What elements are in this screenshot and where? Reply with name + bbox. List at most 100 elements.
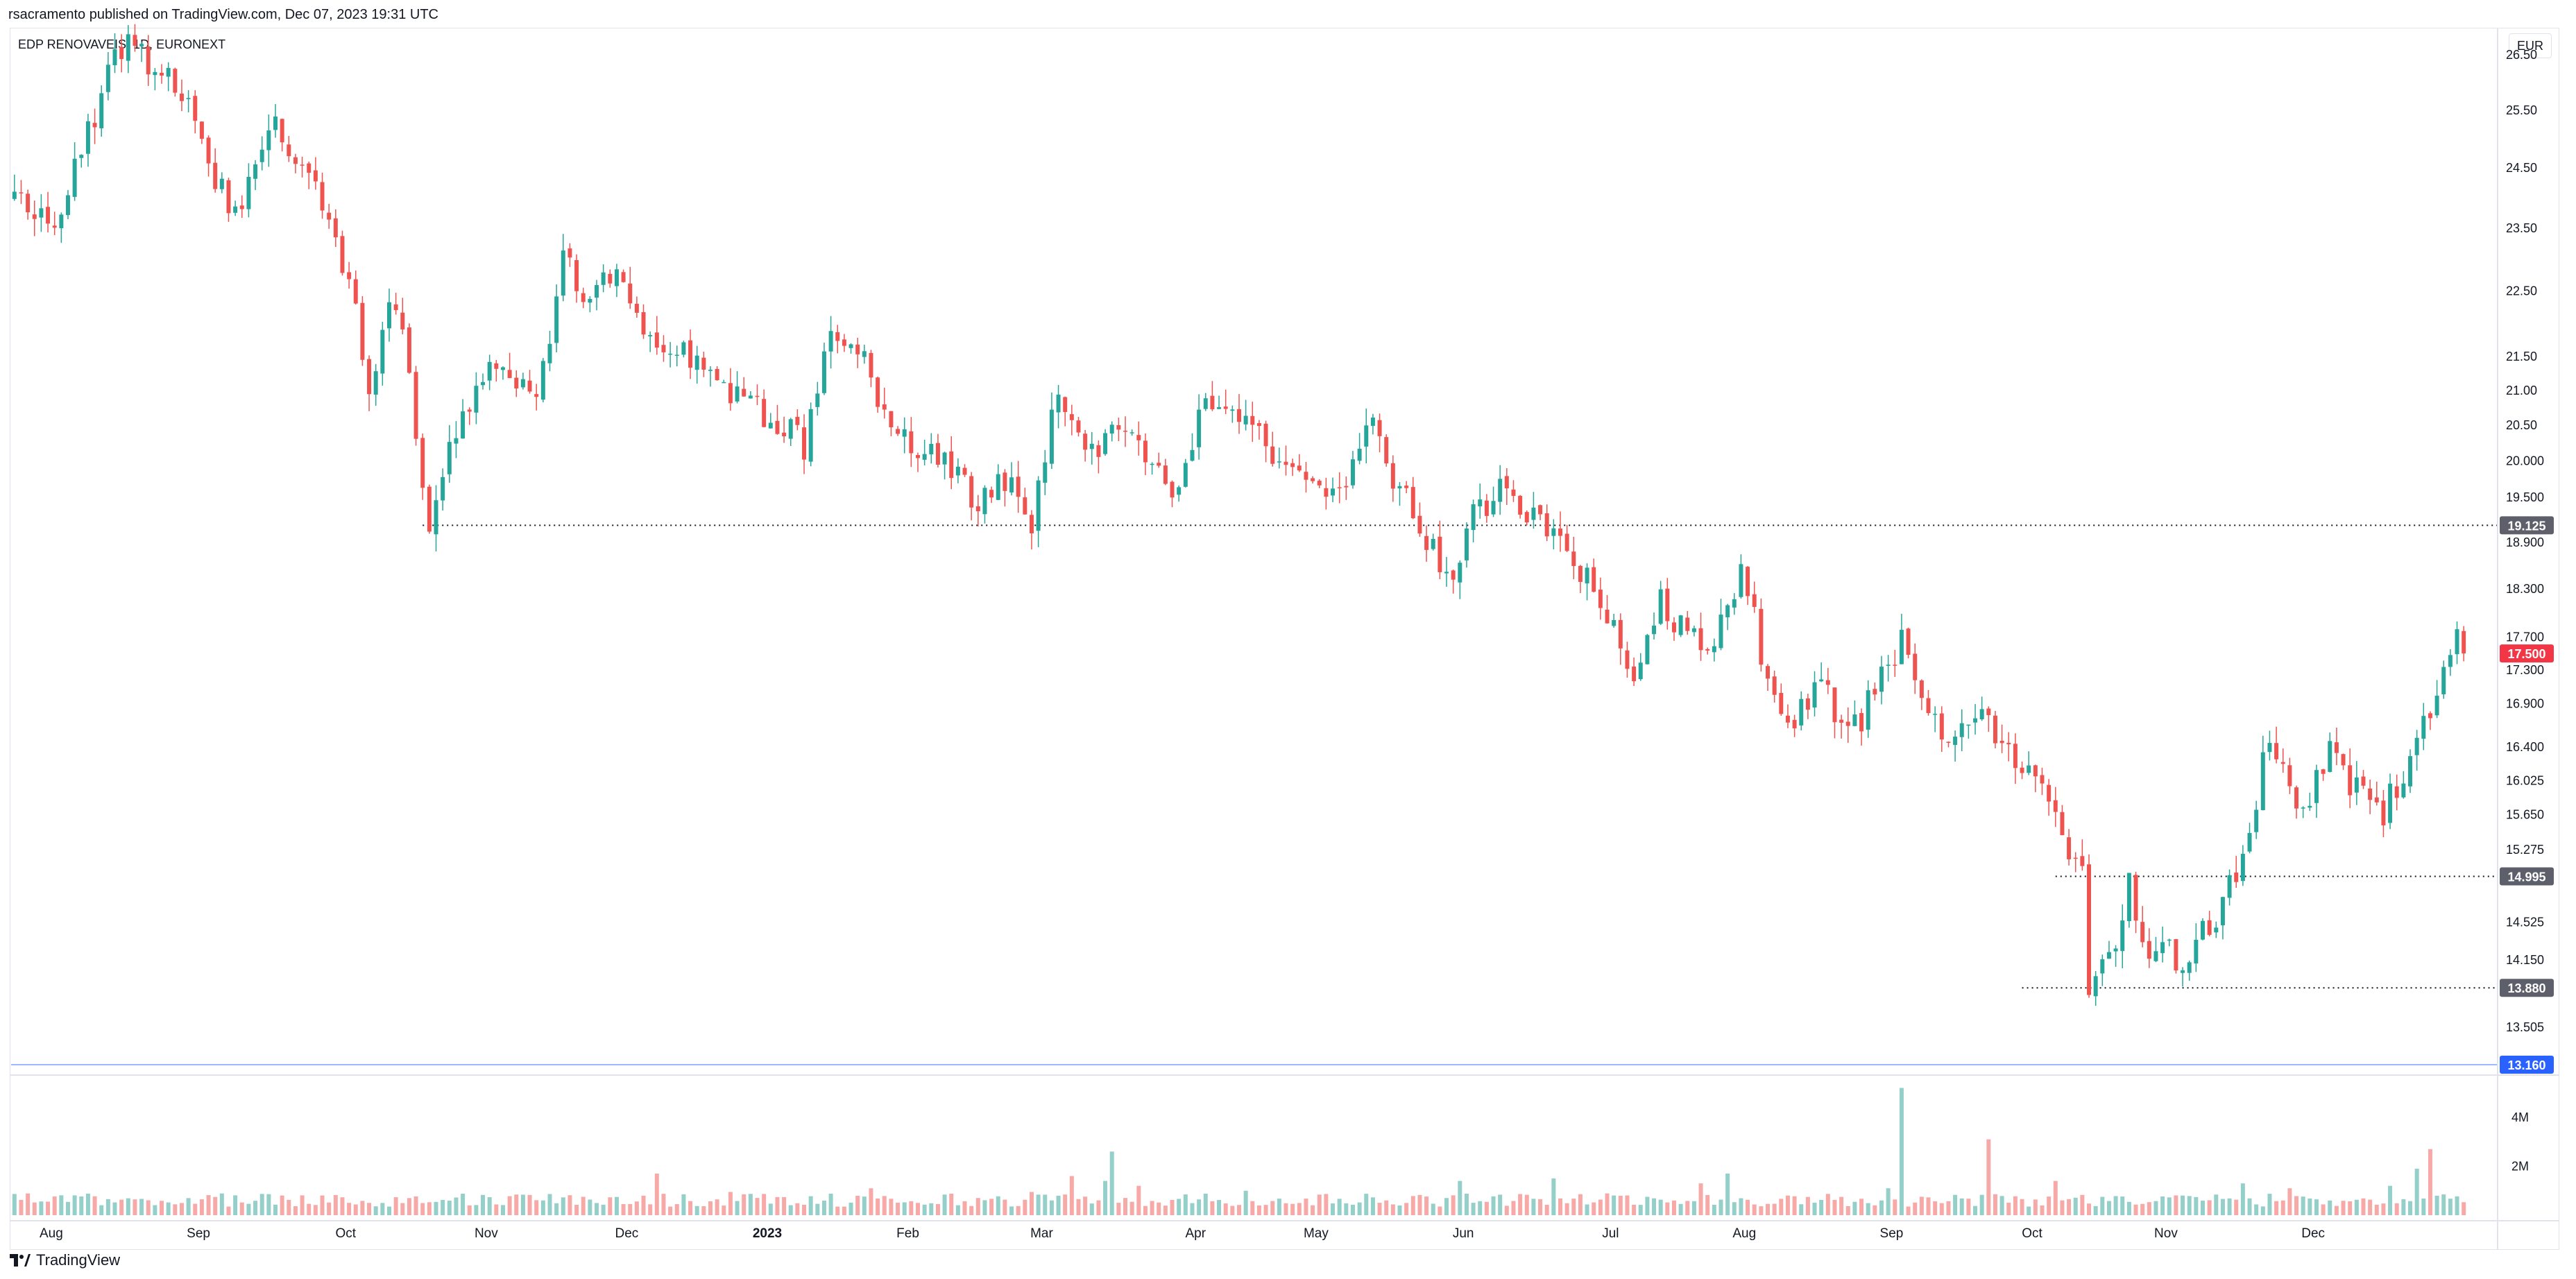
candle-body [2227,875,2232,898]
volume-bar [547,1194,552,1215]
volume-bar [2207,1200,2212,1215]
candle-body [742,388,747,397]
candle-body [520,379,525,388]
candle-body [1123,430,1128,432]
volume-bar [413,1196,418,1215]
candle-body [681,342,686,355]
time-tick-label: Nov [2154,1226,2178,1241]
candle-body [441,477,445,501]
volume-bar [1304,1199,1308,1215]
candle-body [1518,495,1523,515]
candle-body [39,208,44,218]
candle-body [2160,942,2165,954]
price-tags: 19.125 14.995 13.880 17.500 13.160 [2500,516,2554,1074]
volume-bar [2160,1196,2165,1215]
candle-body [1223,406,1228,409]
candle-body [139,44,144,46]
volume-bar [1524,1194,1529,1215]
volume-bar [1123,1198,1128,1215]
price-tick-label: 21.50 [2506,350,2537,363]
candle-body [1324,488,1329,497]
tradingview-brand[interactable]: TradingView [10,1251,120,1269]
volume-bar [2267,1194,2272,1215]
low-line-tag [2500,1056,2554,1074]
volume-bar [112,1202,117,1215]
volume-bar [2287,1188,2292,1215]
candle-body [2428,713,2432,719]
volume-bar [661,1194,666,1215]
candle-body [320,182,325,211]
candle-body [2247,832,2252,852]
candle-body [293,157,298,164]
volume-bar [39,1201,44,1215]
candle-body [1056,394,1061,413]
volume-bar [1243,1190,1248,1215]
volume-bar [1705,1194,1710,1215]
volume-bar [287,1199,291,1215]
volume-bar [1913,1202,1918,1215]
candle-body [1270,446,1275,464]
volume-bar [2167,1197,2172,1215]
candle-body [2394,786,2399,798]
candle-body [1665,588,1670,621]
volume-bar [1009,1206,1014,1215]
candle-body [327,212,332,220]
volume-bar [668,1206,673,1215]
candle-body [982,488,987,515]
volume-bar [1792,1196,1797,1215]
volume-bar [2194,1196,2199,1215]
currency-button[interactable]: EUR [2509,33,2552,58]
volume-bar [648,1204,653,1215]
candle-body [1966,724,1971,726]
volume-bar [1531,1199,1536,1215]
volume-bar [1143,1205,1148,1215]
candle-body [1678,615,1683,635]
volume-bar [1136,1185,1141,1215]
volume-bar [1277,1199,1281,1215]
candle-body [581,293,586,302]
volume-bar [246,1203,251,1215]
candle-body [173,69,178,93]
candle-body [133,35,137,46]
candle-body [1016,477,1021,497]
volume-bar [1377,1203,1382,1215]
volume-bar [1899,1088,1904,1215]
time-axis[interactable]: Aug Sep Oct Nov Dec 2023 Feb Mar Apr May Jun Jul Aug… [40,1226,2325,1241]
volume-bar [1350,1204,1355,1215]
volume-bar [2247,1198,2252,1215]
volume-bar [2334,1205,2339,1215]
candle-body [360,302,365,360]
volume-bar [1451,1195,1456,1215]
candle-body [313,170,318,182]
volume-bar [621,1203,626,1215]
volume-bar [1431,1203,1435,1215]
volume-bars [12,1088,2466,1215]
volume-bar [2361,1198,2366,1215]
candle-body [788,419,793,439]
candle-body [1873,689,1877,695]
candle-body [889,411,894,428]
candle-body [955,466,960,476]
candle-body [1297,465,1302,471]
volume-bar [1966,1199,1971,1215]
candle-body [454,438,459,444]
candle-body [514,377,519,389]
candle-body [1906,628,1911,655]
price-axis[interactable]: 26.50 25.50 24.50 23.50 22.50 21.50 21.00 20.50… [2506,48,2544,1034]
volume-tick-label: 2M [2511,1159,2529,1173]
candle-body [2448,655,2453,667]
volume-bar [1618,1195,1623,1215]
volume-bar [1210,1201,1215,1215]
candle-body [72,158,77,197]
volume-bar [474,1205,479,1215]
price-tick-label: 20.50 [2506,418,2537,432]
volume-bar [2240,1183,2245,1215]
volume-bar [2087,1203,2092,1215]
candle-body [1129,432,1134,434]
volume-bar [119,1199,124,1215]
candle-body [119,46,124,60]
candle-body [909,431,914,454]
candle-body [413,372,418,439]
volume-bar [400,1203,405,1215]
